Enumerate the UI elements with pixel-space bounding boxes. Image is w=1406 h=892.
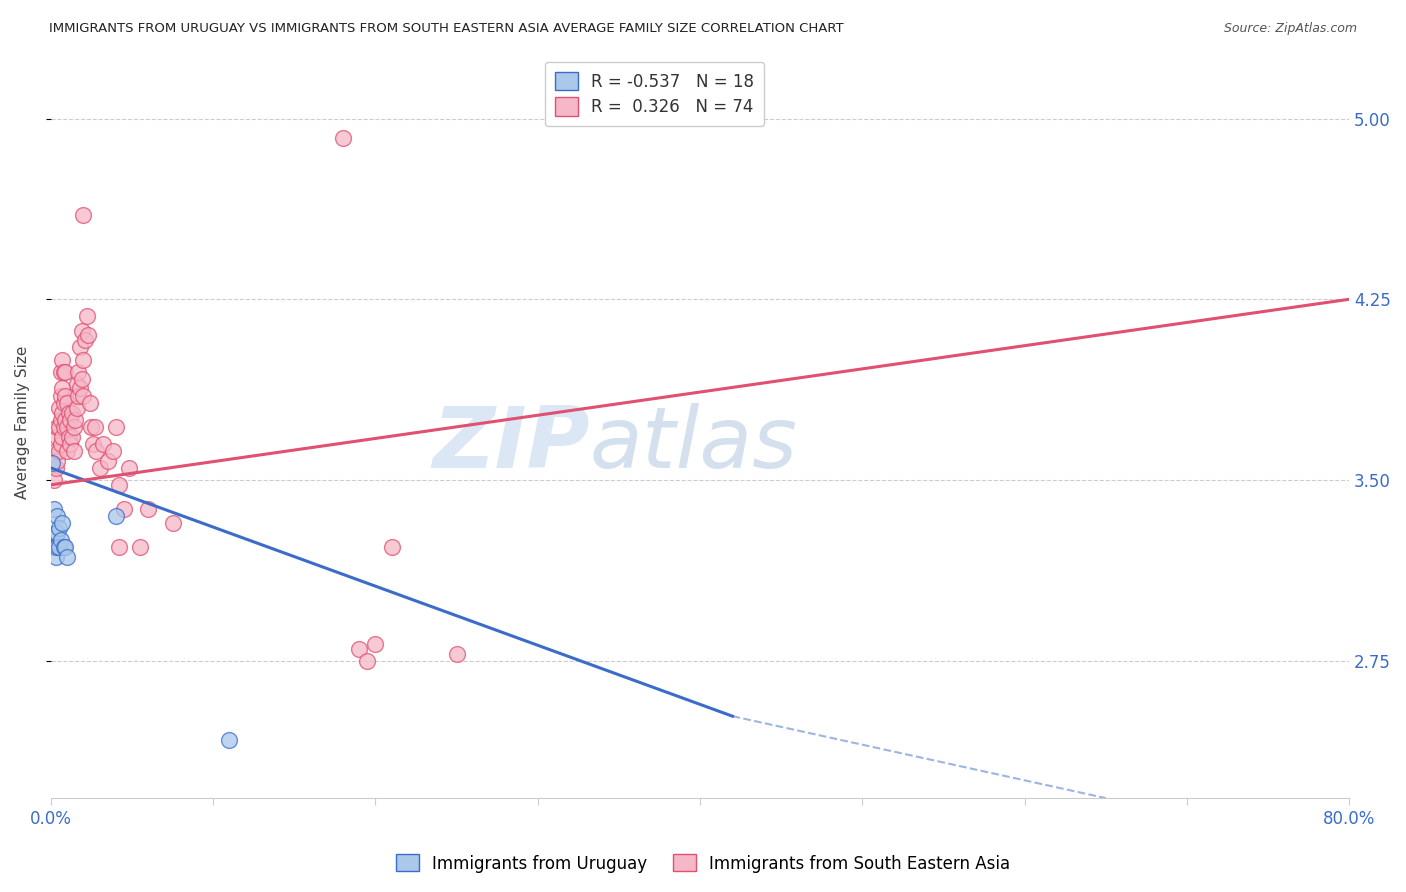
Point [45,444,67,458]
Point [45,526,67,541]
Point [48,401,70,415]
Point [52,365,75,379]
Point [49,365,72,379]
Point [51,516,73,531]
Point [60,430,83,444]
Point [97,454,120,468]
Point [76,309,98,323]
Point [55,389,77,403]
Point [52,396,75,410]
Point [59,437,82,451]
Point [66,401,89,415]
Point [69,381,91,395]
Point [52,420,75,434]
Point [83,420,105,434]
Point [51,381,73,395]
Point [79,396,101,410]
Point [72,389,94,403]
Point [67,389,90,403]
Point [162,516,184,531]
Point [60,405,83,419]
Point [46,454,69,468]
Point [48,521,70,535]
Point [112,502,135,516]
Point [51,430,73,444]
Point [82,437,104,451]
Point [72,208,94,222]
Point [51,352,73,367]
Point [446,647,468,661]
Point [347,641,370,656]
Point [108,541,131,555]
Point [63,413,86,427]
Point [66,376,89,391]
Point [56,550,79,565]
Point [104,420,127,434]
Point [49,437,72,451]
Point [218,733,240,747]
Point [101,444,124,458]
Point [51,405,73,419]
Point [55,365,77,379]
Point [49,413,72,427]
Legend: R = -0.537   N = 18, R =  0.326   N = 74: R = -0.537 N = 18, R = 0.326 N = 74 [544,62,765,126]
Point [77,328,100,343]
Point [48,420,70,434]
Point [48,444,70,458]
Point [72,352,94,367]
Point [73,333,96,347]
Point [136,502,159,516]
Point [80,420,103,434]
Point [129,541,152,555]
Point [108,478,131,492]
Point [356,654,378,668]
Point [42,473,65,487]
Point [69,341,91,355]
Point [55,413,77,427]
Point [45,461,67,475]
Point [59,413,82,427]
Point [70,372,93,386]
Point [89,461,111,475]
Point [104,509,127,524]
Point [332,130,354,145]
Point [49,389,72,403]
Point [56,396,79,410]
Point [48,541,70,555]
Point [46,526,69,541]
Point [46,509,69,524]
Point [118,461,141,475]
Text: atlas: atlas [589,403,797,486]
Point [52,541,75,555]
Point [70,324,93,338]
Point [84,444,107,458]
Point [46,541,69,555]
Point [58,405,80,419]
Point [381,541,404,555]
Point [56,420,79,434]
Point [45,541,67,555]
Point [364,637,387,651]
Point [42,502,65,516]
Point [46,430,69,444]
Text: IMMIGRANTS FROM URUGUAY VS IMMIGRANTS FROM SOUTH EASTERN ASIA AVERAGE FAMILY SIZ: IMMIGRANTS FROM URUGUAY VS IMMIGRANTS FR… [49,22,844,36]
Point [41,456,63,470]
Y-axis label: Average Family Size: Average Family Size [15,345,30,499]
Point [58,430,80,444]
Text: ZIP: ZIP [432,403,589,486]
Point [45,550,67,565]
Point [49,533,72,548]
Point [56,444,79,458]
Point [62,444,84,458]
Point [62,420,84,434]
Text: Source: ZipAtlas.com: Source: ZipAtlas.com [1223,22,1357,36]
Point [46,420,69,434]
Point [55,541,77,555]
Point [91,437,114,451]
Legend: Immigrants from Uruguay, Immigrants from South Eastern Asia: Immigrants from Uruguay, Immigrants from… [389,847,1017,880]
Point [42,541,65,555]
Point [67,365,90,379]
